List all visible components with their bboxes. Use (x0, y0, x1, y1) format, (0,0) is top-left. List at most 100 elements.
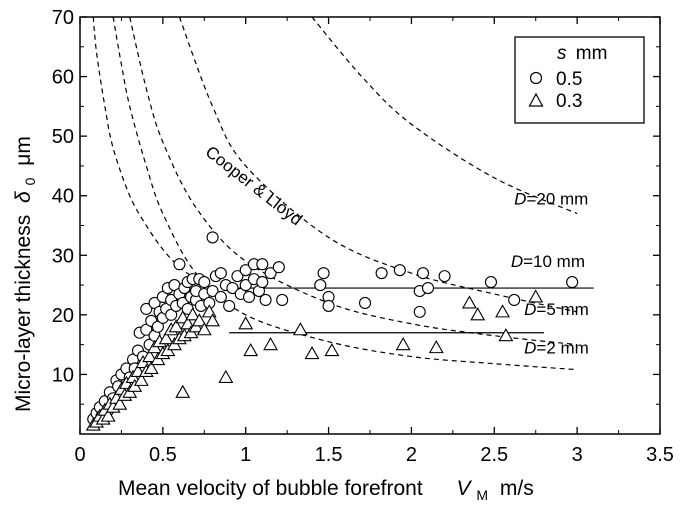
curve-label-value: =20 mm (526, 190, 588, 209)
data-point-circle (276, 293, 289, 307)
curve-label-value: =2 mm (536, 339, 588, 358)
data-point-triangle (428, 340, 444, 354)
y-tick-label: 10 (52, 364, 74, 386)
dashed-curve (178, 17, 578, 313)
data-point-triangle (243, 342, 259, 357)
data-points (85, 231, 579, 431)
x-tick-label: 2 (406, 444, 417, 466)
x-axis-unit: m/s (500, 477, 534, 500)
x-tick-label: 3 (572, 444, 583, 466)
y-tick-label: 70 (52, 7, 74, 29)
curve-label-symbol: D (511, 252, 523, 271)
data-point-triangle (263, 337, 279, 351)
data-point-circle (223, 299, 236, 312)
x-tick-label: 0.5 (149, 444, 177, 466)
data-point-circle (393, 264, 406, 277)
y-tick-label: 20 (52, 305, 74, 327)
data-point-triangle (112, 396, 128, 410)
data-point-circle (264, 267, 277, 280)
data-point-circle (413, 305, 426, 318)
curve-label-symbol: D (514, 190, 526, 209)
curve-label-value: =5 mm (536, 300, 588, 319)
legend-label-1: 0.3 (556, 91, 582, 112)
data-point-triangle (185, 307, 201, 321)
y-axis-title-text: Micro-layer thickness (12, 215, 35, 412)
data-point-triangle (196, 322, 212, 336)
data-point-triangle (238, 316, 254, 330)
data-point-triangle (168, 319, 184, 333)
data-point-circle (484, 276, 498, 289)
data-point-triangle (100, 408, 116, 422)
y-axis-title: Micro-layer thickness δ 0 μm (12, 136, 40, 412)
data-point-triangle (304, 345, 320, 360)
x-axis-title: Mean velocity of bubble forefront V M m/… (118, 477, 534, 505)
data-point-triangle (175, 384, 191, 398)
y-tick-label: 30 (52, 245, 74, 267)
curve-label-cooper-lloyd: Cooper & Lloyd (202, 142, 306, 229)
legend-circle-marker (529, 71, 543, 85)
x-axis-symbol: V (457, 477, 473, 500)
data-point-circle (566, 276, 579, 289)
data-point-triangle (528, 289, 544, 303)
data-point-circle (314, 279, 327, 292)
curve-label-symbol: D (524, 300, 536, 319)
axis-ticks (79, 16, 661, 434)
curve-label-symbol: D (524, 339, 536, 358)
data-point-triangle (133, 372, 149, 386)
data-point-circle (322, 299, 335, 312)
data-point-triangle (143, 360, 159, 375)
data-point-circle (508, 293, 521, 307)
data-point-triangle (205, 313, 221, 327)
data-point-triangle (218, 369, 234, 383)
data-point-triangle (470, 307, 486, 321)
x-tick-label: 2.5 (480, 444, 508, 466)
curve-label-d: D=20 mm (514, 190, 588, 209)
x-axis-title-text: Mean velocity of bubble forefront (118, 477, 423, 500)
data-point-circle (438, 270, 451, 283)
data-point-triangle (495, 304, 511, 318)
x-tick-label: 1.5 (315, 444, 343, 466)
data-point-circle (256, 276, 269, 289)
data-point-circle (375, 267, 388, 280)
data-point-triangle (158, 331, 174, 345)
data-point-circle (206, 231, 219, 244)
data-point-circle (140, 302, 153, 315)
data-point-triangle (395, 337, 411, 351)
x-axis-symbol-sub: M (476, 487, 488, 503)
y-axis-symbol: δ (12, 191, 35, 203)
data-point-triangle (498, 328, 514, 342)
curve-label-d: D=2 mm (524, 339, 589, 358)
data-point-circle (173, 258, 186, 271)
data-point-circle (226, 281, 239, 295)
legend-triangle-marker (528, 92, 544, 107)
legend-label-0: 0.5 (556, 69, 582, 90)
data-point-circle (416, 267, 430, 280)
data-point-triangle (324, 342, 340, 357)
y-tick-label: 50 (52, 126, 74, 148)
data-point-circle (358, 296, 372, 309)
curve-label-d: D=5 mm (524, 300, 589, 319)
legend-title: s mm (557, 43, 607, 64)
data-point-circle (214, 267, 227, 280)
legend: s mm 0.5 0.3 (514, 36, 645, 124)
data-point-circle (239, 279, 252, 292)
data-point-circle (214, 290, 227, 304)
data-point-circle (242, 290, 256, 304)
data-point-circle (239, 264, 252, 277)
data-point-circle (206, 284, 219, 298)
data-point-circle (231, 270, 244, 283)
x-tick-label: 3.5 (646, 444, 674, 466)
legend-title-symbol: s (557, 43, 567, 64)
data-point-triangle (191, 313, 207, 327)
data-point-triangle (292, 322, 308, 336)
y-axis-unit: μm (12, 136, 35, 166)
data-point-circle (421, 281, 435, 295)
dashed-curve (311, 17, 578, 215)
tick-labels: 0 0.5 1 1.5 2 2.5 3 3.5 10 20 30 40 50 60 70 (52, 7, 674, 466)
x-tick-label: 0 (74, 444, 85, 466)
data-point-circle (256, 258, 269, 271)
data-point-triangle (142, 348, 158, 363)
x-tick-label: 1 (240, 444, 251, 466)
